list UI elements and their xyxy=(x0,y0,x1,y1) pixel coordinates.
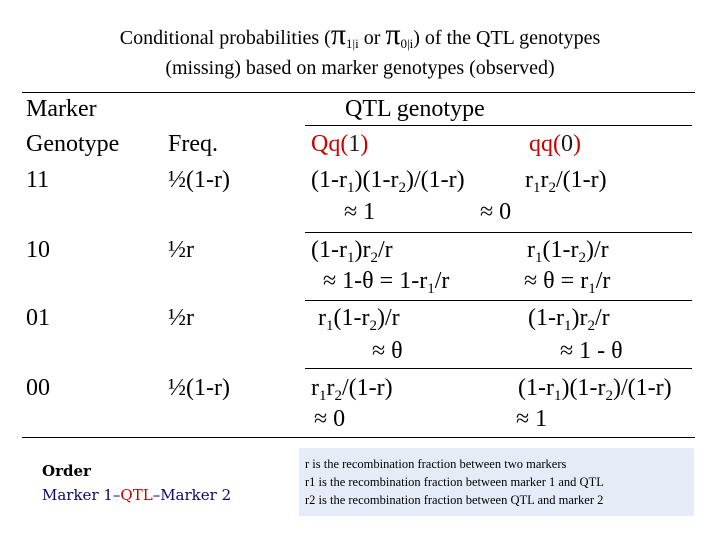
note-line: r2 is the recombination fraction between… xyxy=(305,493,604,507)
prob-qq1-cell: (1-r1)r2/r xyxy=(311,237,393,266)
freq-cell: ½r xyxy=(168,305,194,331)
prob-qq1-cell: r1r2/(1-r) xyxy=(311,375,393,404)
header-qq-het: Qq(1) xyxy=(311,131,369,157)
approx-qq1-cell: ≈ 0 xyxy=(314,406,346,432)
approx-qq1-cell: ≈ θ xyxy=(372,338,403,364)
row-rule xyxy=(305,300,692,301)
header-qtl-genotype: QTL genotype xyxy=(345,96,485,122)
header-freq: Freq. xyxy=(168,131,218,157)
order-label: Order xyxy=(42,462,91,480)
approx-qq1-cell: ≈ 1 xyxy=(344,199,376,225)
pi-symbol: π xyxy=(385,18,401,51)
freq-cell: ½(1-r) xyxy=(168,167,230,193)
row-rule xyxy=(305,368,692,369)
slide-title: Conditional probabilities (π1|i or π0|i)… xyxy=(119,18,601,51)
approx-qq0-cell: ≈ θ = r1/r xyxy=(524,268,611,297)
approx-qq1-cell: ≈ 1-θ = 1-r1/r xyxy=(323,268,450,297)
notes-box xyxy=(299,448,694,516)
slide-subtitle: (missing) based on marker genotypes (obs… xyxy=(165,57,555,79)
genotype-cell: 00 xyxy=(26,375,50,401)
table-bottom-rule xyxy=(22,437,695,438)
prob-qq0-cell: r1(1-r2)/r xyxy=(527,237,609,266)
note-line: r is the recombination fraction between … xyxy=(305,457,567,471)
table-top-rule xyxy=(22,92,695,93)
freq-cell: ½(1-r) xyxy=(168,375,230,401)
row-rule xyxy=(305,232,692,233)
order-sequence: Marker 1–QTL–Marker 2 xyxy=(42,486,232,504)
approx-qq0-cell: ≈ 1 - θ xyxy=(560,338,623,364)
genotype-cell: 01 xyxy=(26,305,50,331)
prob-qq0-cell: r1r2/(1-r) xyxy=(525,167,607,196)
genotype-cell: 11 xyxy=(26,167,50,193)
header-marker: Marker xyxy=(26,96,97,122)
prob-qq0-cell: (1-r1)(1-r2)/(1-r) xyxy=(518,375,672,404)
header-qq-hom: qq(0) xyxy=(529,131,581,157)
approx-qq0-cell: ≈ 1 xyxy=(516,406,548,432)
prob-qq0-cell: (1-r1)r2/r xyxy=(528,305,610,334)
note-line: r1 is the recombination fraction between… xyxy=(305,475,604,489)
header-genotype: Genotype xyxy=(26,131,120,157)
approx-qq0-cell: ≈ 0 xyxy=(480,199,512,225)
pi-symbol: π xyxy=(330,18,346,51)
prob-qq1-cell: r1(1-r2)/r xyxy=(318,305,400,334)
prob-qq1-cell: (1-r1)(1-r2)/(1-r) xyxy=(311,167,465,196)
genotype-cell: 10 xyxy=(26,237,50,263)
freq-cell: ½r xyxy=(168,237,194,263)
qtl-header-rule xyxy=(305,125,692,126)
